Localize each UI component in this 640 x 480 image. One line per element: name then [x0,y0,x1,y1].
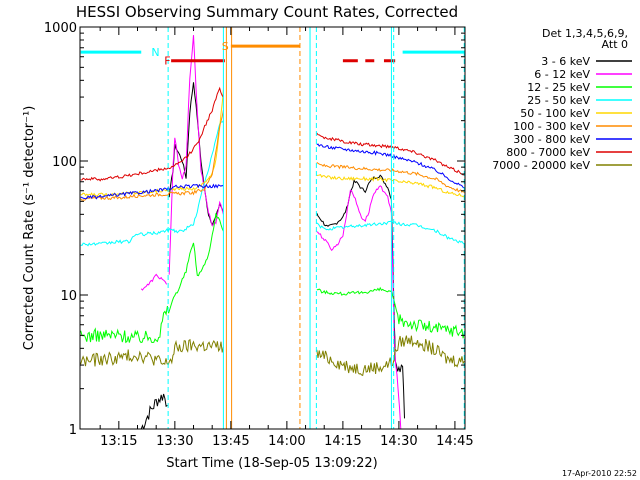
series-4-segment-1 [316,173,465,198]
legend-header-line: Att 0 [602,38,628,51]
legend-label-1: 6 - 12 keV [534,68,590,81]
legend-label-4: 50 - 100 keV [520,107,590,120]
flag-label-N: N [151,46,159,59]
axes: 13:15 13:30 13:45 14:00 14:15 14:30 14:45 1 10 10… [44,21,474,449]
legend-label-3: 25 - 50 keV [527,94,590,107]
series-1-segment-0 [140,273,168,291]
y-tick-label: 1 [69,423,77,438]
series-5-segment-1 [316,161,465,193]
x-tick-label: 14:30 [380,434,417,449]
series-0-segment-1 [168,82,224,227]
x-tick-label: 14:15 [324,434,361,449]
series-6-segment-1 [316,143,465,189]
series-2-segment-1 [316,286,465,339]
legend-label-8: 7000 - 20000 keV [492,159,590,172]
series-8-segment-0 [80,338,224,367]
y-tick-label: 1000 [44,21,77,36]
series-1-segment-2 [316,185,402,429]
x-tick-label: 13:45 [212,434,249,449]
plot-frame [79,26,466,430]
legend-label-6: 300 - 800 keV [513,133,590,146]
series-7-segment-1 [316,132,465,176]
x-tick-label: 13:15 [100,434,137,449]
series-8-segment-1 [316,335,465,377]
y-tick-label: 10 [60,289,77,304]
series-0-segment-0 [140,393,168,429]
chart-title: HESSI Observing Summary Count Rates, Cor… [76,3,458,21]
x-tick-label: 14:45 [436,434,473,449]
series-3-segment-0 [80,120,224,247]
series-3-segment-1 [316,220,465,245]
plot-area [80,27,465,429]
series-7-segment-0 [80,86,224,182]
series-6-segment-0 [80,183,224,200]
y-tick-label: 100 [52,155,77,170]
legend-label-0: 3 - 6 keV [541,55,590,68]
x-tick-label: 13:30 [156,434,193,449]
series-5-segment-0 [80,110,224,201]
legend-label-7: 800 - 7000 keV [506,146,590,159]
x-axis-label: Start Time (18-Sep-05 13:09:22) [166,456,377,471]
x-tick-label: 14:00 [268,434,305,449]
flag-label-S: S [222,40,229,53]
series-2-segment-0 [80,213,224,344]
legend-header-line: Det 1,3,4,5,6,9, [542,27,628,40]
footer-timestamp: 17-Apr-2010 22:52 [562,469,637,478]
flag-label-F: F [164,55,170,68]
y-axis-label: Corrected Count Rate (s⁻¹ detector⁻¹) [22,106,37,351]
legend-label-5: 100 - 300 keV [513,120,590,133]
legend-label-2: 12 - 25 keV [527,81,590,94]
